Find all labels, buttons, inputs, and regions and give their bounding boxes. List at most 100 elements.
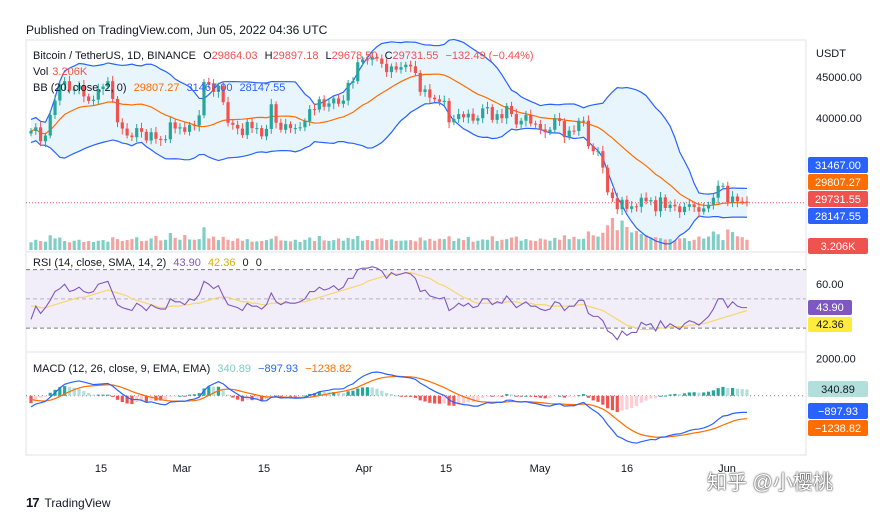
volume-bar <box>735 236 739 250</box>
volume-bar <box>471 241 475 250</box>
volume-bar <box>130 239 134 250</box>
candle-body <box>740 201 744 203</box>
macd-histogram-bar <box>173 395 177 397</box>
volume-bar <box>72 240 76 250</box>
macd-histogram-bar <box>322 392 326 396</box>
volume-bar <box>221 236 225 250</box>
volume-bar <box>476 240 480 250</box>
volume-bar <box>308 237 312 250</box>
volume-bar <box>231 241 235 250</box>
volume-bar <box>101 240 105 250</box>
candle-body <box>356 62 360 82</box>
candle-body <box>322 99 326 107</box>
volume-bar <box>730 232 735 250</box>
candle-body <box>586 120 591 147</box>
volume-bar <box>149 238 153 250</box>
candle-body <box>149 132 153 141</box>
macd-histogram-bar <box>183 395 187 397</box>
volume-bar <box>255 241 259 250</box>
candle-body <box>279 122 283 130</box>
candle-body <box>730 196 735 203</box>
volume-bar <box>63 241 67 250</box>
volume-bar <box>553 237 557 250</box>
macd-histogram-bar <box>610 395 615 411</box>
candle-body <box>678 206 682 213</box>
volume-bar <box>250 241 254 250</box>
volume-bar <box>327 241 331 250</box>
macd-histogram-bar <box>692 392 696 396</box>
macd-hist-value: 340.89 <box>217 363 251 375</box>
rsi-tick-label: 60.00 <box>816 279 844 291</box>
macd-legend: MACD (12, 26, close, 9, EMA, EMA) 340.89… <box>33 363 355 375</box>
candle-body <box>207 82 211 85</box>
candle-body <box>72 89 76 91</box>
price-badge <box>808 174 868 190</box>
candle-body <box>702 208 706 212</box>
rsi-label: RSI (14, close, SMA, 14, 2) <box>33 257 167 269</box>
open-value: 29864.03 <box>211 50 258 62</box>
candle-body <box>375 56 379 59</box>
macd-signal-line <box>30 375 748 438</box>
macd-histogram-bar <box>255 395 259 400</box>
price-badge <box>808 208 868 224</box>
rsi-sma-badge-label: 42.36 <box>816 319 844 331</box>
candle-body <box>606 167 610 193</box>
candle-body <box>39 127 43 142</box>
macd-histogram-bar <box>245 395 249 401</box>
macd-histogram-bar <box>260 395 264 401</box>
volume-bar <box>245 239 249 250</box>
macd-histogram-bar <box>34 395 38 400</box>
candle-body <box>721 185 725 187</box>
macd-histogram-bar <box>562 395 566 398</box>
volume-bar <box>413 241 418 250</box>
volume-bar <box>582 238 586 250</box>
macd-line <box>30 371 748 444</box>
volume-bar <box>596 236 600 250</box>
candle-body <box>533 123 538 125</box>
candle-body <box>139 128 144 132</box>
candle-body <box>639 197 643 207</box>
time-axis-label: Apr <box>355 463 372 475</box>
macd-histogram-bar <box>476 395 480 401</box>
symbol-label: Bitcoin / TetherUS, 1D, BINANCE <box>33 50 197 62</box>
volume-bar <box>293 239 297 250</box>
macd-histogram-bar <box>351 390 355 396</box>
macd-histogram-bar <box>231 395 235 398</box>
candle-body <box>125 128 129 136</box>
candle-body <box>630 206 634 209</box>
volume-bar <box>726 229 730 250</box>
price-tick-label: 45000.00 <box>816 72 862 84</box>
bb-band-fill <box>31 39 747 244</box>
volume-bar <box>288 241 293 250</box>
volume-bar <box>236 238 240 250</box>
volume-bar <box>610 218 615 250</box>
volume-bar <box>745 239 749 250</box>
candle-body <box>245 121 249 136</box>
macd-histogram-bar <box>236 395 240 400</box>
rsi-legend: RSI (14, close, SMA, 14, 2) 43.90 42.36 … <box>33 257 266 269</box>
macd-histogram-bar <box>481 395 485 399</box>
candle-body <box>317 99 321 110</box>
macd-histogram-bar <box>221 390 225 396</box>
macd-histogram-bar <box>212 386 216 396</box>
volume-bar <box>740 237 744 250</box>
candle-body <box>53 100 57 115</box>
candle-body <box>380 58 384 64</box>
candle-body <box>274 104 278 123</box>
macd-histogram-bar <box>409 395 413 397</box>
volume-bar <box>423 240 427 250</box>
candle-body <box>154 132 158 139</box>
macd-histogram-bar <box>543 395 547 399</box>
volume-bar <box>91 242 96 250</box>
candle-body <box>505 105 509 119</box>
macd-histogram-bar <box>303 395 307 397</box>
candle-body <box>519 120 523 125</box>
volume-bar <box>461 240 466 250</box>
candle-body <box>130 135 134 138</box>
volume-bar <box>380 238 384 250</box>
volume-bar <box>106 241 110 250</box>
volume-bar <box>351 239 355 250</box>
volume-bar <box>514 236 518 250</box>
macd-histogram-bar <box>735 388 739 396</box>
